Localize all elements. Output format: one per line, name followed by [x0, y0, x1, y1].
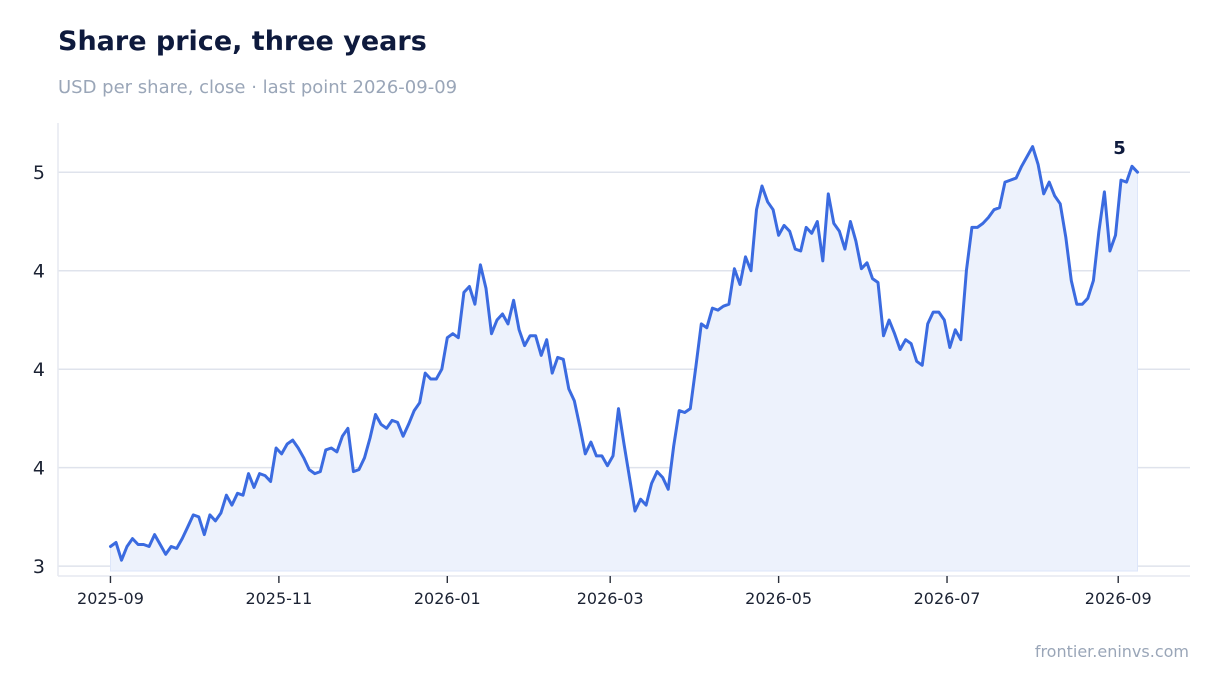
y-tick-label: 4	[33, 359, 45, 381]
chart-title: Share price, three years	[58, 26, 427, 57]
x-tick-label: 2026-05	[745, 589, 812, 608]
tick-labels: 3 4 4 4 5 2025-09 2025-11 2026-01 2026-03 2026-05…	[33, 138, 1152, 608]
price-line	[109, 145, 1139, 562]
price-series-line	[109, 145, 1139, 562]
axes	[57, 123, 1190, 583]
y-tick-label: 5	[33, 162, 45, 184]
x-tick-label: 2025-11	[245, 589, 312, 608]
x-tick-label: 2025-09	[77, 589, 144, 608]
y-tick-label: 4	[33, 458, 45, 480]
end-value-label: 5	[1113, 138, 1126, 159]
source-label: frontier.eninvs.com	[1034, 642, 1189, 661]
x-tick-label: 2026-07	[914, 589, 981, 608]
x-tick-label: 2026-03	[577, 589, 644, 608]
y-tick-label: 3	[33, 556, 45, 578]
chart-subtitle: USD per share, close · last point 2026-0…	[58, 77, 458, 98]
price-area-fill	[110, 145, 1138, 572]
price-area	[110, 145, 1138, 572]
x-tick-label: 2026-01	[414, 589, 481, 608]
y-tick-label: 4	[33, 261, 45, 283]
x-tick-label: 2026-09	[1085, 589, 1152, 608]
